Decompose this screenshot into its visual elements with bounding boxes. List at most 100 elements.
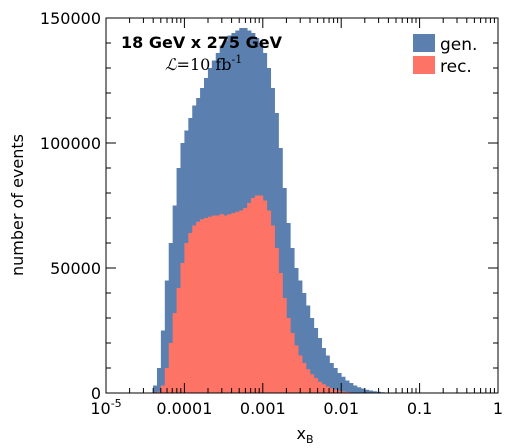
series-rec-bars xyxy=(156,195,373,394)
bar-rec-30 xyxy=(270,225,275,393)
bar-rec-41 xyxy=(313,378,319,393)
bar-gen-46 xyxy=(333,368,338,393)
bar-rec-5 xyxy=(172,313,177,393)
bar-gen-33 xyxy=(282,188,287,393)
bar-rec-8 xyxy=(184,243,189,393)
bar-rec-34 xyxy=(286,318,291,393)
bar-rec-25 xyxy=(251,198,256,393)
bar-gen-1 xyxy=(156,368,162,393)
bar-rec-4 xyxy=(168,343,174,393)
bar-rec-16 xyxy=(215,215,221,393)
x-axis-title: xB xyxy=(296,424,313,446)
bar-rec-24 xyxy=(247,203,252,393)
bar-gen-53 xyxy=(360,388,366,393)
bar-gen-41 xyxy=(313,328,319,393)
bar-rec-1 xyxy=(156,391,162,393)
bar-gen-49 xyxy=(345,380,350,393)
lumi-symbol: ℒ xyxy=(165,55,177,74)
bar-gen-34 xyxy=(286,223,291,393)
bar-gen-3 xyxy=(164,280,170,393)
bar-rec-26 xyxy=(254,195,260,393)
bar-gen-47 xyxy=(337,373,342,393)
bar-rec-44 xyxy=(325,386,330,393)
x-tick-label: 0.1 xyxy=(407,399,432,418)
bar-rec-15 xyxy=(211,215,217,393)
bar-rec-18 xyxy=(223,215,228,393)
legend-swatch-rec xyxy=(413,56,435,74)
bar-rec-40 xyxy=(309,374,315,393)
y-tick-label: 100000 xyxy=(40,134,101,153)
bar-gen-36 xyxy=(294,268,299,393)
luminosity-annotation: ℒ=10 fb-1 xyxy=(165,53,242,74)
x-axis-title-main: x xyxy=(296,424,305,443)
x-tick-label: 10-5 xyxy=(90,397,121,418)
bar-rec-22 xyxy=(239,210,244,393)
bar-rec-28 xyxy=(262,200,268,393)
bar-gen-45 xyxy=(329,363,334,393)
x-axis-title-sub: B xyxy=(306,433,314,446)
bar-rec-10 xyxy=(192,225,197,393)
x-tick-labels: 10-5 0.0001 0.001 0.01 0.1 1 xyxy=(90,397,503,418)
bar-gen-37 xyxy=(298,280,303,393)
lumi-exponent: -1 xyxy=(232,53,243,66)
bar-rec-3 xyxy=(164,368,170,393)
bar-rec-42 xyxy=(317,381,322,393)
bar-rec-31 xyxy=(274,248,279,393)
bar-gen-35 xyxy=(290,248,295,393)
y-tick-label: 150000 xyxy=(40,9,101,28)
bar-gen-2 xyxy=(160,330,166,393)
bar-gen-55 xyxy=(368,390,373,393)
bar-gen-0 xyxy=(153,385,158,393)
bar-rec-39 xyxy=(305,369,311,393)
bar-gen-39 xyxy=(305,305,311,393)
y-tick-label: 50000 xyxy=(50,259,101,278)
bar-gen-52 xyxy=(356,387,362,393)
bar-gen-56 xyxy=(372,391,377,393)
bar-rec-7 xyxy=(180,263,185,393)
legend-label-gen: gen. xyxy=(440,35,477,55)
bar-rec-37 xyxy=(298,355,303,393)
bar-rec-46 xyxy=(333,389,338,393)
bar-gen-50 xyxy=(349,383,354,393)
legend: gen. rec. xyxy=(413,34,477,77)
bar-rec-14 xyxy=(207,216,213,393)
x-tick-label: 0.0001 xyxy=(156,399,212,418)
bar-rec-12 xyxy=(200,219,205,393)
y-tick-labels: 0 50000 100000 150000 xyxy=(40,9,101,403)
bar-gen-44 xyxy=(325,355,330,393)
bar-gen-40 xyxy=(309,318,315,393)
x-tick-label: 1 xyxy=(493,399,503,418)
bar-rec-33 xyxy=(282,298,287,393)
axis-ticks xyxy=(105,17,499,394)
bar-rec-35 xyxy=(290,333,295,393)
y-axis-title: number of events xyxy=(8,134,27,276)
bar-rec-19 xyxy=(227,214,232,393)
bar-rec-17 xyxy=(219,214,224,393)
bar-gen-54 xyxy=(364,389,370,393)
legend-swatch-gen xyxy=(413,34,435,52)
bar-rec-29 xyxy=(266,210,272,393)
bar-gen-6 xyxy=(176,168,181,393)
bar-rec-45 xyxy=(329,388,334,393)
bar-gen-51 xyxy=(352,385,358,393)
x-tick-label: 0.001 xyxy=(240,399,286,418)
bar-gen-38 xyxy=(302,293,307,393)
bar-rec-9 xyxy=(188,233,193,393)
bar-rec-23 xyxy=(243,208,248,393)
bar-gen-4 xyxy=(168,243,174,393)
legend-label-rec: rec. xyxy=(440,57,472,77)
bar-gen-32 xyxy=(278,148,283,393)
bar-rec-6 xyxy=(176,288,181,393)
bar-rec-38 xyxy=(302,363,307,393)
bar-rec-48 xyxy=(341,391,346,393)
bar-gen-5 xyxy=(172,205,177,393)
bar-rec-11 xyxy=(196,221,201,393)
bar-rec-21 xyxy=(235,211,240,393)
y-tick-label: 0 xyxy=(91,384,101,403)
bar-rec-13 xyxy=(204,218,209,393)
bar-rec-27 xyxy=(258,195,264,393)
bar-rec-2 xyxy=(160,385,166,393)
bar-rec-32 xyxy=(278,273,283,393)
beam-energy-annotation: 18 GeV x 275 GeV xyxy=(121,33,283,52)
